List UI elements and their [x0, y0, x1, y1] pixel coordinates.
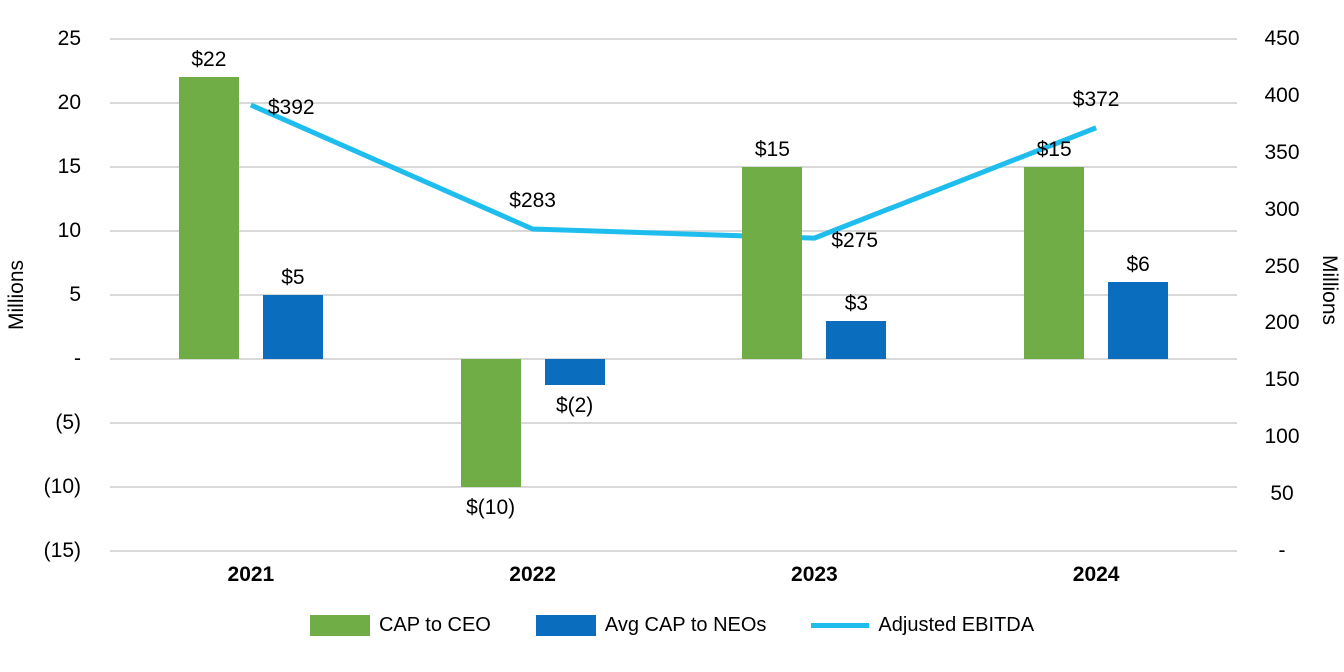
left-axis-tick-label: (10) [43, 475, 81, 498]
x-axis-label-2024: 2024 [1072, 563, 1120, 586]
right-axis-tick-label: 250 [1264, 254, 1300, 278]
legend-item-cap-to-ceo: CAP to CEO [309, 612, 491, 638]
gridline [110, 486, 1237, 488]
right-axis-tick-label: 200 [1264, 311, 1300, 335]
x-axis-label-2022: 2022 [509, 563, 556, 586]
line-label-2023: $275 [831, 229, 879, 253]
legend-swatch-avg-cap-to-neos [535, 614, 596, 636]
bar-cap-to-ceo-2022 [460, 359, 521, 487]
bar-cap-to-ceo-2023 [742, 167, 803, 359]
bar-avg-cap-to-neos-2022 [544, 359, 605, 385]
right-axis-tick-label: 100 [1264, 425, 1300, 449]
right-axis-tick-label: 50 [1270, 482, 1294, 506]
right-axis-tick-label: 150 [1264, 368, 1300, 392]
bar-label-avg-cap-to-neos-2021: $5 [281, 266, 305, 289]
gridline [110, 550, 1237, 552]
gridline [110, 358, 1237, 360]
bar-avg-cap-to-neos-2023 [826, 320, 887, 359]
left-axis-tick-label: 20 [57, 91, 81, 114]
gridline [110, 230, 1237, 232]
left-axis-tick-label: (15) [43, 539, 81, 562]
right-axis-tick-label: 450 [1264, 27, 1300, 50]
legend-label-adjusted-ebitda: Adjusted EBITDA [878, 614, 1035, 636]
left-axis-tick-label: - [74, 347, 81, 370]
x-axis-label-2023: 2023 [791, 563, 838, 586]
right-axis-tick-label: 350 [1264, 140, 1300, 164]
legend: CAP to CEO Avg CAP to NEOs Adjusted EBITDA [0, 611, 1344, 639]
bar-cap-to-ceo-2021 [178, 77, 239, 359]
x-axis-label-2021: 2021 [227, 563, 275, 586]
bar-label-cap-to-ceo-2021: $22 [191, 48, 227, 72]
legend-item-avg-cap-to-neos: Avg CAP to NEOs [535, 612, 767, 638]
bar-label-avg-cap-to-neos-2023: $3 [844, 291, 869, 315]
line-label-2024: $372 [1072, 87, 1120, 111]
bar-avg-cap-to-neos-2021 [262, 295, 323, 359]
gridline [110, 422, 1237, 424]
gridline [110, 102, 1237, 104]
legend-swatch-adjusted-ebitda [811, 622, 870, 628]
right-axis-tick-label: 300 [1264, 197, 1300, 221]
legend-swatch-cap-to-ceo [309, 614, 370, 636]
bar-label-avg-cap-to-neos-2022: $(2) [555, 393, 594, 417]
bar-label-cap-to-ceo-2023: $15 [754, 138, 790, 161]
right-axis-title: Millions [1318, 254, 1341, 326]
left-axis-tick-label: (5) [55, 411, 81, 434]
bar-avg-cap-to-neos-2024 [1108, 282, 1169, 359]
legend-item-adjusted-ebitda: Adjusted EBITDA [811, 612, 1034, 638]
left-axis-tick-label: 5 [69, 283, 81, 306]
gridline [110, 294, 1237, 296]
left-axis-tick-label: 25 [57, 27, 81, 50]
bar-cap-to-ceo-2024 [1024, 167, 1085, 359]
bar-label-cap-to-ceo-2022: $(10) [466, 496, 516, 519]
adjusted-ebitda-line-path [249, 102, 1098, 241]
legend-label-cap-to-ceo: CAP to CEO [378, 614, 491, 636]
line-label-2022: $283 [509, 189, 556, 212]
left-axis-title: Millions [5, 259, 28, 331]
right-axis-tick-label: - [1278, 539, 1286, 562]
left-axis-tick-label: 15 [57, 155, 81, 178]
bar-label-cap-to-ceo-2024: $15 [1036, 138, 1072, 161]
bar-label-avg-cap-to-neos-2024: $6 [1126, 253, 1150, 277]
legend-label-avg-cap-to-neos: Avg CAP to NEOs [604, 614, 767, 636]
left-axis-tick-label: 10 [57, 219, 81, 242]
line-label-2021: $392 [267, 95, 315, 119]
gridline [110, 38, 1237, 40]
right-axis-tick-label: 400 [1264, 83, 1300, 107]
gridline [110, 166, 1237, 168]
